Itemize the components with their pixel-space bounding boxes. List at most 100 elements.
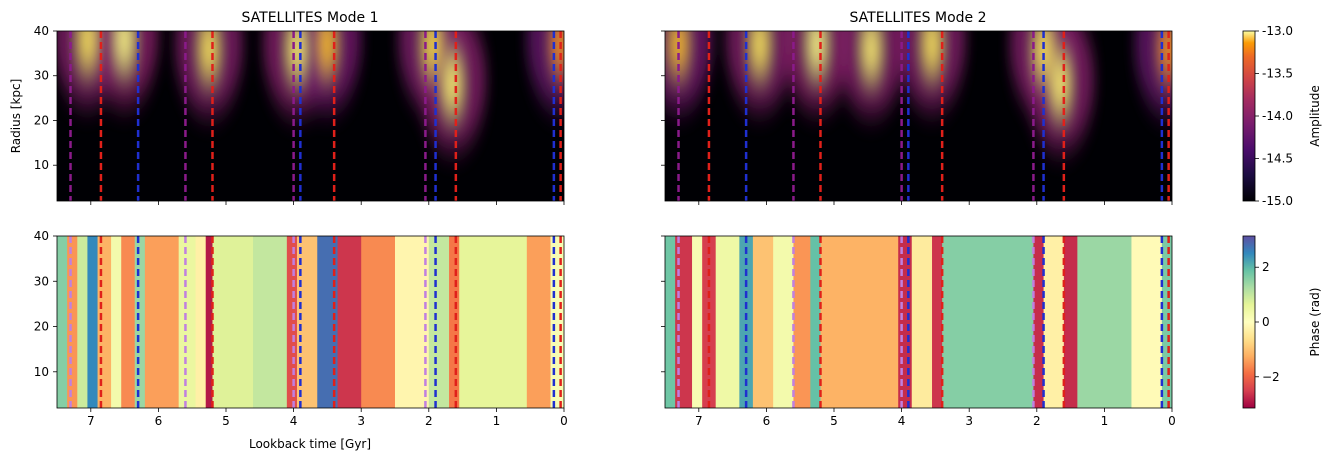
- amplitude-hotspot: [423, 31, 442, 73]
- phase-band: [195, 236, 207, 408]
- phase-band: [942, 236, 1034, 408]
- amplitude-hotspot: [923, 31, 942, 73]
- phase-colorbar: 2 0 −2 Phase (rad): [1242, 235, 1322, 409]
- phase-band: [898, 236, 913, 408]
- phase-band: [296, 236, 318, 408]
- phase-band: [205, 236, 213, 408]
- colorbar-label: Phase (rad): [1308, 288, 1322, 357]
- x-axis-label: Lookback time [Gyr]: [249, 437, 371, 451]
- y-tick-label: 10: [34, 365, 49, 379]
- phase-band: [739, 236, 754, 408]
- phase-band: [395, 236, 430, 408]
- x-tick-label: 4: [290, 414, 298, 428]
- phase-band: [1131, 236, 1163, 408]
- colorbar-tick-label: -13.0: [1262, 24, 1293, 38]
- phase-band: [212, 236, 254, 408]
- phase-band: [77, 236, 88, 408]
- phase-band: [715, 236, 740, 408]
- x-tick-label: 5: [830, 414, 838, 428]
- x-tick-label: 7: [87, 414, 95, 428]
- x-tick-label: 0: [1168, 414, 1176, 428]
- x-tick-label: 3: [357, 414, 365, 428]
- phase-band: [793, 236, 811, 408]
- colorbar-tick-label: 0: [1262, 315, 1270, 329]
- phase-band: [1043, 236, 1065, 408]
- amplitude-mode1-panel: 10 20 30 40: [34, 24, 565, 205]
- phase-band: [526, 236, 551, 408]
- amplitude-colorbar: -13.0 -13.5 -14.0 -14.5 -15.0 Amplitude: [1242, 24, 1322, 208]
- x-tick-label: 1: [493, 414, 501, 428]
- x-tick-label: 1: [1101, 414, 1109, 428]
- axes-frame: [664, 235, 1173, 409]
- phase-band: [134, 236, 146, 408]
- x-tick-label: 2: [425, 414, 433, 428]
- amplitude-hotspot: [1051, 56, 1070, 113]
- amplitude-hotspot: [287, 31, 306, 77]
- colorbar-label: Amplitude: [1308, 85, 1322, 147]
- axes-frame: [664, 30, 1173, 202]
- x-tick-label: 0: [560, 414, 568, 428]
- y-tick-label: 20: [34, 113, 49, 127]
- phase-band: [121, 236, 136, 408]
- x-tick-label: 6: [155, 414, 163, 428]
- y-tick-label: 40: [34, 229, 49, 243]
- phase-band: [57, 236, 68, 408]
- colorbar-tick-label: 2: [1262, 260, 1270, 274]
- panel-title-mode2: SATELLITES Mode 2: [850, 10, 987, 26]
- phase-band: [111, 236, 122, 408]
- colorbar-gradient: [1242, 30, 1256, 202]
- amplitude-hotspot: [808, 31, 827, 73]
- phase-band: [675, 236, 693, 408]
- x-tick-label: 4: [898, 414, 906, 428]
- amplitude-hotspot: [200, 31, 219, 77]
- phase-band: [1077, 236, 1132, 408]
- phase-band: [337, 236, 362, 408]
- y-tick-label: 40: [34, 24, 49, 38]
- phase-band: [286, 236, 298, 408]
- phase-band: [317, 236, 339, 408]
- phase-mode2-panel: 7 6 5 4 3 2 1 0: [661, 235, 1176, 428]
- amplitude-hotspot: [78, 31, 97, 68]
- axes-frame: [56, 30, 565, 202]
- y-tick-label: 10: [34, 158, 49, 172]
- x-tick-label: 6: [763, 414, 771, 428]
- colorbar-tick-label: -13.5: [1262, 67, 1293, 81]
- phase-band: [253, 236, 288, 408]
- phase-band: [361, 236, 396, 408]
- phase-band: [144, 236, 180, 408]
- x-tick-label: 2: [1033, 414, 1041, 428]
- amplitude-hotspot: [750, 31, 769, 73]
- phase-band: [449, 236, 460, 408]
- phase-band: [773, 236, 794, 408]
- colorbar-gradient: [1242, 235, 1256, 409]
- phase-band: [550, 236, 564, 408]
- phase-band: [87, 236, 99, 408]
- x-tick-label: 3: [965, 414, 973, 428]
- phase-band: [911, 236, 933, 408]
- amplitude-envelope: [90, 31, 159, 105]
- y-tick-label: 30: [34, 69, 49, 83]
- x-tick-label: 7: [695, 414, 703, 428]
- x-tick-label: 5: [222, 414, 230, 428]
- phase-band: [1033, 236, 1045, 408]
- phase-band: [932, 236, 943, 408]
- colorbar-tick-label: −2: [1262, 370, 1280, 384]
- phase-band: [428, 236, 450, 408]
- amplitude-hotspot: [443, 56, 462, 113]
- phase-band: [459, 236, 528, 408]
- panel-title-mode1: SATELLITES Mode 1: [242, 10, 379, 26]
- phase-band: [702, 236, 717, 408]
- amplitude-mode2-panel: [661, 30, 1173, 205]
- amplitude-hotspot: [669, 31, 688, 73]
- phase-band: [1063, 236, 1078, 408]
- phase-band: [97, 236, 112, 408]
- phase-band: [820, 236, 899, 408]
- colorbar-tick-label: -14.5: [1262, 152, 1293, 166]
- amplitude-hotspot: [318, 31, 337, 73]
- amplitude-hotspot: [115, 31, 134, 68]
- phase-band: [178, 236, 197, 408]
- phase-band: [665, 236, 676, 408]
- amplitude-hotspot: [862, 31, 881, 77]
